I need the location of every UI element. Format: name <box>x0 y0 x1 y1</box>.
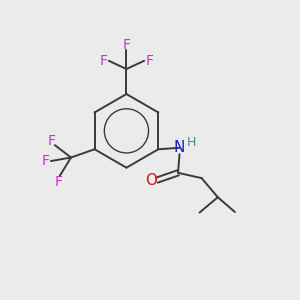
Text: O: O <box>145 173 157 188</box>
Text: H: H <box>187 136 196 149</box>
Text: F: F <box>54 175 62 189</box>
Text: F: F <box>42 154 50 168</box>
Text: F: F <box>122 38 130 52</box>
Text: F: F <box>146 54 153 68</box>
Text: F: F <box>47 134 55 148</box>
Text: N: N <box>174 140 185 155</box>
Text: F: F <box>100 54 107 68</box>
